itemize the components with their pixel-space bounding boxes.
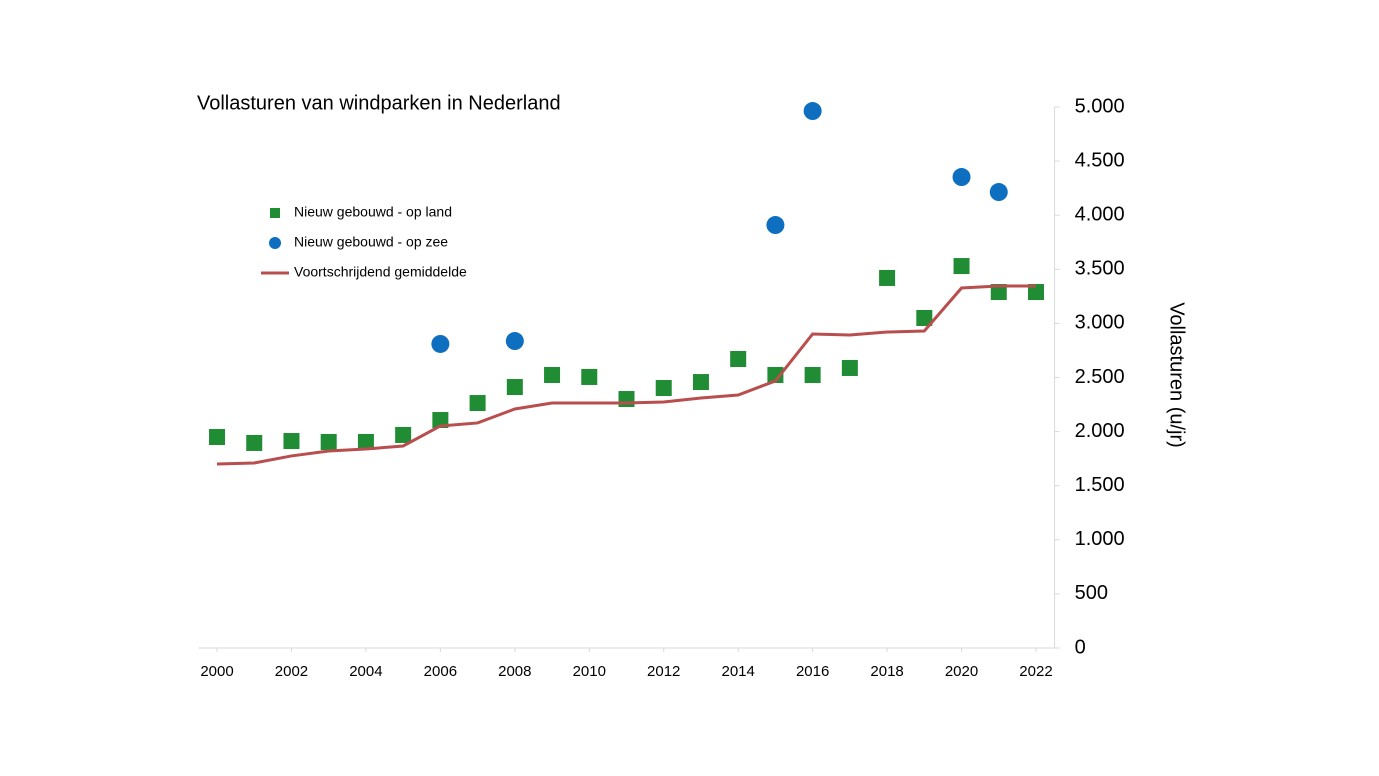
- square-marker: [246, 434, 263, 451]
- square-marker: [730, 350, 747, 367]
- y-tick-label: 4.500: [1075, 149, 1125, 171]
- line: [216, 284, 1036, 466]
- y-tick-label: 3.000: [1075, 312, 1125, 334]
- x-tick-label: 2020: [945, 663, 978, 680]
- legend-label: Nieuw gebouwd - op zee: [294, 234, 448, 250]
- chart-title: Vollasturen van windparken in Nederland: [197, 92, 561, 114]
- square-marker: [320, 433, 337, 450]
- square-marker: [432, 412, 449, 429]
- square-marker: [618, 391, 635, 408]
- x-tick-label: 2012: [647, 663, 680, 680]
- square-marker: [879, 269, 896, 286]
- square-marker: [953, 258, 970, 275]
- x-tick-label: 2022: [1019, 663, 1052, 680]
- square-marker: [581, 368, 598, 385]
- square-marker: [469, 395, 486, 412]
- x-tick-label: 2008: [498, 663, 531, 680]
- circle-marker: [505, 332, 524, 351]
- y-tick-label: 0: [1075, 636, 1086, 658]
- x-tick-label: 2014: [721, 663, 754, 680]
- y-tick-label: 2.000: [1075, 420, 1125, 442]
- x-tick-label: 2004: [349, 663, 382, 680]
- y-axis-label: Vollasturen (u/jr): [1166, 302, 1188, 448]
- square-marker: [1027, 284, 1044, 301]
- square-marker: [767, 367, 784, 384]
- square-marker: [916, 309, 933, 326]
- circle-marker: [989, 183, 1008, 202]
- x-tick-label: 2006: [424, 663, 457, 680]
- legend-label: Voortschrijdend gemiddelde: [294, 264, 467, 280]
- y-tick-label: 5.000: [1075, 95, 1125, 117]
- x-tick-label: 2010: [573, 663, 606, 680]
- y-tick-label: 3.500: [1075, 258, 1125, 280]
- square-marker: [990, 284, 1007, 301]
- square-marker: [395, 426, 412, 443]
- legend-swatch: [270, 208, 280, 218]
- square-marker: [209, 429, 226, 446]
- x-tick-label: 2002: [275, 663, 308, 680]
- x-tick-label: 2000: [200, 663, 233, 680]
- y-tick-label: 500: [1075, 582, 1108, 604]
- y-tick-label: 2.500: [1075, 366, 1125, 388]
- circle-marker: [803, 102, 822, 121]
- y-tick-label: 1.000: [1075, 528, 1125, 550]
- x-tick-label: 2018: [870, 663, 903, 680]
- square-marker: [804, 367, 821, 384]
- circle-marker: [766, 216, 785, 235]
- square-marker: [544, 367, 561, 384]
- y-tick-label: 4.000: [1075, 203, 1125, 225]
- circle-marker: [431, 334, 450, 353]
- square-marker: [506, 379, 523, 396]
- square-marker: [692, 374, 709, 391]
- circle-marker: [952, 168, 971, 187]
- legend-label: Nieuw gebouwd - op land: [294, 204, 452, 220]
- square-marker: [655, 379, 672, 396]
- y-tick-label: 1.500: [1075, 474, 1125, 496]
- square-marker: [357, 433, 374, 450]
- x-tick-label: 2016: [796, 663, 829, 680]
- square-marker: [283, 433, 300, 450]
- legend-swatch: [269, 237, 281, 249]
- square-marker: [841, 359, 858, 376]
